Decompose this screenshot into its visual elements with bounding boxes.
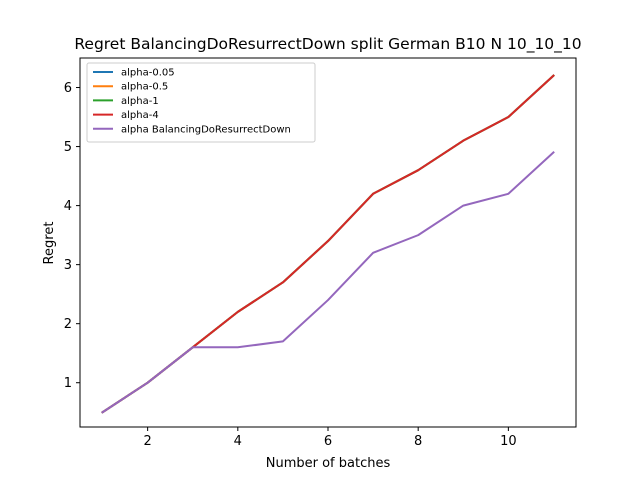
x-tick-label: 2 — [143, 434, 151, 449]
legend-label: alpha-0.05 — [121, 68, 175, 79]
x-axis-label: Number of batches — [266, 456, 391, 471]
legend-box — [86, 62, 316, 143]
legend-label: alpha-4 — [121, 110, 159, 121]
legend-label: alpha-0.5 — [121, 82, 168, 93]
legend-label: alpha BalancingDoResurrectDown — [121, 124, 291, 135]
y-tick-label: 5 — [64, 140, 72, 155]
y-tick-label: 2 — [64, 317, 72, 332]
series-line-alpha-balancingdoresurrectdown — [101, 151, 555, 414]
y-tick-label: 1 — [64, 376, 72, 391]
legend: alpha-0.05 alpha-0.5 alpha-1 alpha-4 alpha B… — [86, 62, 316, 143]
y-tick-label: 6 — [64, 81, 72, 96]
legend-label: alpha-1 — [121, 96, 159, 107]
y-tick-label: 3 — [64, 258, 72, 273]
x-tick-label: 4 — [234, 434, 242, 449]
y-tick-label: 4 — [64, 199, 72, 214]
chart-title: Regret BalancingDoResurrectDown split Ge… — [74, 35, 581, 54]
x-tick-label: 8 — [414, 434, 422, 449]
x-tick-label: 6 — [324, 434, 332, 449]
y-axis-label: Regret — [42, 222, 57, 265]
x-tick-label: 10 — [500, 434, 517, 449]
plot-series — [101, 74, 555, 414]
